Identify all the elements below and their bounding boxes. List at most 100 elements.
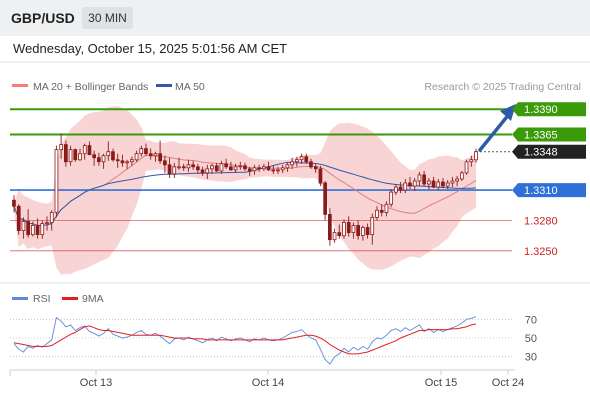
candle-body-up: [49, 211, 54, 223]
candle: [412, 178, 417, 192]
candle: [271, 165, 276, 174]
candle: [252, 164, 257, 175]
candle: [280, 164, 285, 173]
candle: [59, 133, 64, 159]
candle: [422, 170, 427, 187]
candle: [219, 160, 224, 174]
candle-body-down: [64, 144, 68, 163]
candle: [318, 165, 323, 187]
level-label-1.3310: 1.3310: [524, 185, 558, 197]
candle-body-up: [294, 159, 299, 163]
candle: [290, 157, 295, 169]
candle: [200, 166, 205, 176]
x-tick-label: Oct 15: [425, 377, 457, 389]
candle-body-up: [45, 222, 49, 224]
candle: [393, 184, 398, 196]
candle: [261, 163, 266, 171]
candle-body-down: [271, 169, 276, 172]
ma9-legend-swatch: [62, 297, 78, 300]
candle: [257, 164, 262, 172]
candle-body-up: [450, 180, 455, 184]
candle-body-up: [210, 165, 214, 170]
candle: [26, 209, 31, 238]
target-arrow: [478, 104, 516, 152]
candle-body-up: [445, 182, 450, 187]
candle-body-up: [238, 165, 243, 168]
candle-body-up: [233, 166, 238, 171]
level-tag-bg: [512, 102, 586, 117]
candle: [205, 164, 210, 179]
candle-body-down: [379, 209, 384, 213]
candle: [243, 162, 247, 171]
candle-body-down: [97, 157, 101, 163]
candle: [299, 153, 304, 164]
symbol-title: GBP/USD: [11, 10, 75, 26]
candle-body-down: [162, 160, 167, 166]
candle-body-down: [408, 182, 412, 187]
candle: [115, 153, 120, 168]
candle: [417, 171, 422, 187]
candle: [323, 181, 328, 221]
candle-body-down: [167, 164, 172, 175]
candle-body-down: [441, 181, 445, 187]
header-bar: GBP/USD 30 MIN: [0, 0, 590, 36]
candle: [426, 178, 431, 191]
candle: [12, 195, 16, 213]
timeframe-button[interactable]: 30 MIN: [82, 7, 133, 29]
candle-body-down: [266, 166, 271, 171]
candle: [35, 218, 40, 239]
ma9-legend-label: 9MA: [82, 293, 104, 305]
candle: [304, 153, 309, 164]
candle: [379, 204, 384, 217]
candle-body-up: [412, 180, 417, 187]
candle-body-up: [375, 209, 379, 218]
candle: [30, 221, 35, 237]
candle-body-up: [219, 163, 224, 172]
candle: [16, 204, 21, 235]
candle: [106, 141, 111, 161]
candle-body-down: [26, 221, 31, 236]
candle-body-up: [134, 153, 139, 161]
candle-body-up: [276, 169, 280, 172]
candle-body-down: [200, 169, 205, 174]
price-labels: 1.3390 1.3365 1.3348 1.3310 1.3280 1.3250: [512, 102, 586, 258]
candle-body-down: [356, 225, 361, 237]
candle-body-up: [106, 151, 111, 157]
candle-body-down: [12, 199, 16, 207]
rsi-level-label-50: 50: [525, 333, 537, 345]
candle-body-down: [243, 165, 247, 170]
candle-body-down: [111, 151, 115, 161]
level-label-1.3250: 1.3250: [524, 246, 558, 258]
candle: [40, 220, 45, 239]
bollinger-legend-label: MA 20 + Bollinger Bands: [33, 81, 148, 93]
candle: [172, 162, 177, 178]
candle-body-down: [323, 182, 328, 215]
candle: [389, 189, 394, 208]
candle: [210, 163, 214, 174]
candle-body-down: [257, 167, 262, 170]
candle: [370, 213, 375, 245]
candle-body-down: [337, 232, 342, 237]
candle: [73, 148, 78, 162]
candle-body-up: [290, 161, 295, 166]
candle: [158, 140, 162, 164]
candle: [120, 154, 125, 167]
candle: [177, 157, 181, 170]
candle-body-down: [148, 153, 153, 157]
candle-body-down: [318, 168, 323, 184]
level-tag-1.3310: 1.3310: [512, 183, 586, 198]
candle-body-down: [247, 168, 252, 172]
candle-body-down: [224, 163, 228, 168]
candle: [464, 159, 469, 175]
candle-body-up: [101, 155, 106, 163]
candle: [82, 143, 87, 160]
candle: [181, 163, 186, 171]
candle: [459, 170, 464, 181]
rsi-level-label-30: 30: [525, 352, 537, 364]
candle: [87, 141, 92, 156]
candle: [469, 155, 474, 167]
candle: [49, 210, 54, 231]
bollinger-bands: [14, 105, 476, 275]
bollinger-legend-swatch: [12, 84, 28, 87]
candle-body-down: [115, 159, 120, 162]
